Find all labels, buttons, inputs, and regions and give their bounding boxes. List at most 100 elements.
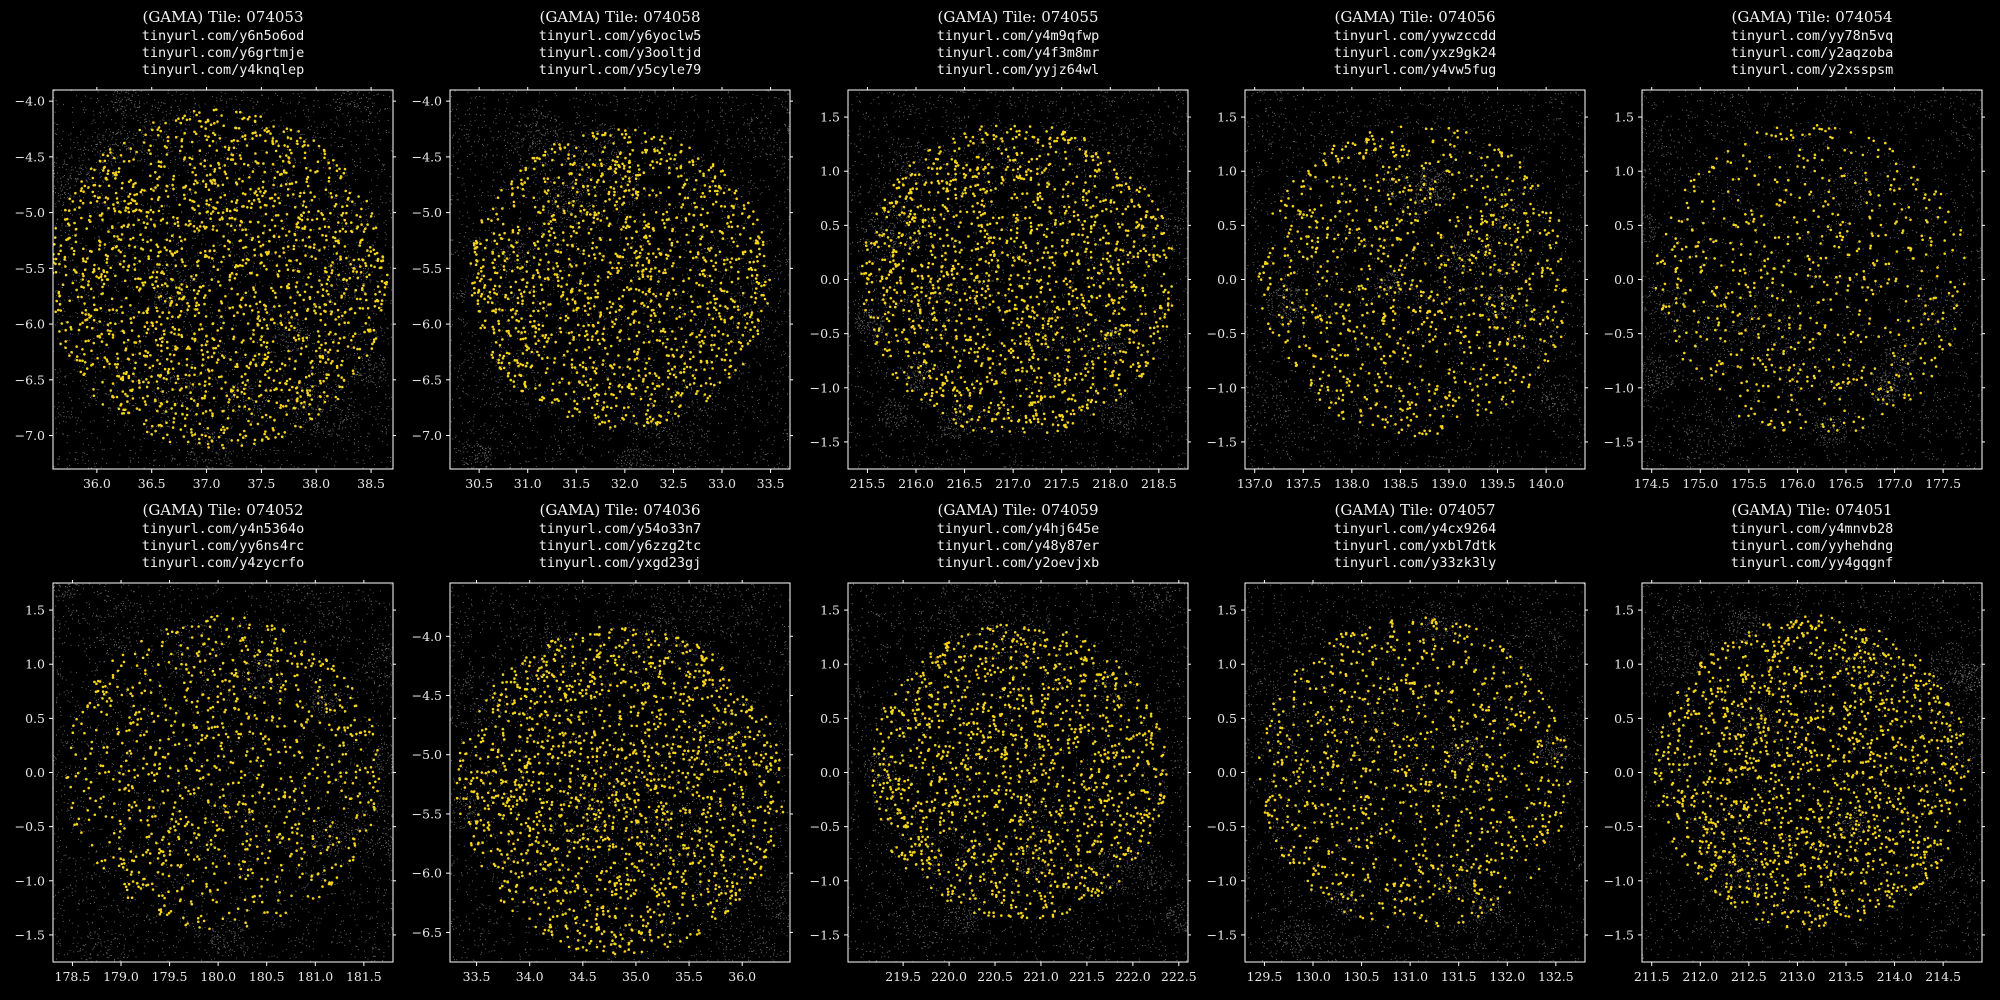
y-tick-label: 0.0	[1614, 765, 1634, 780]
y-tick-label: 1.5	[1614, 603, 1634, 618]
y-tick-label: −5.5	[412, 261, 442, 276]
panel-link[interactable]: tinyurl.com/yxbl7dtk	[1334, 538, 1497, 554]
panel-title: (GAMA) Tile: 074053	[142, 8, 303, 26]
panel-title: (GAMA) Tile: 074036	[539, 501, 700, 519]
x-tick-label: 131.5	[1441, 969, 1477, 984]
panel-link[interactable]: tinyurl.com/yy6ns4rc	[142, 538, 305, 554]
panel-link[interactable]: tinyurl.com/yywzccdd	[1334, 28, 1497, 44]
x-tick-label: 137.0	[1237, 476, 1273, 491]
y-tick-label: −5.5	[412, 806, 442, 821]
y-tick-label: −5.0	[15, 205, 45, 220]
x-tick-label: 215.5	[850, 476, 886, 491]
panel-link[interactable]: tinyurl.com/y6n5o6od	[142, 28, 305, 44]
panel-link[interactable]: tinyurl.com/y4n5364o	[142, 521, 305, 537]
x-tick-label: 36.0	[728, 969, 756, 984]
x-tick-label: 33.5	[463, 969, 491, 984]
x-tick-label: 179.5	[152, 969, 188, 984]
y-tick-label: −6.5	[412, 925, 442, 940]
panel-link[interactable]: tinyurl.com/y4cx9264	[1334, 521, 1497, 537]
x-tick-label: 179.0	[103, 969, 139, 984]
target-sources	[455, 625, 785, 956]
target-sources	[860, 124, 1174, 434]
x-tick-label: 177.0	[1877, 476, 1913, 491]
panel-link[interactable]: tinyurl.com/y2aqzoba	[1731, 45, 1894, 61]
target-sources	[1653, 614, 1971, 931]
x-tick-label: 180.5	[249, 969, 285, 984]
y-tick-label: −6.5	[412, 372, 442, 387]
panel-link[interactable]: tinyurl.com/y33zk3ly	[1334, 555, 1497, 571]
y-tick-label: −7.0	[15, 428, 45, 443]
x-tick-label: 177.5	[1925, 476, 1961, 491]
x-tick-label: 181.5	[346, 969, 382, 984]
y-tick-label: 1.5	[1217, 110, 1237, 125]
x-tick-label: 31.5	[562, 476, 590, 491]
panel-link[interactable]: tinyurl.com/yyjz64wl	[937, 62, 1100, 78]
panel-link[interactable]: tinyurl.com/y4knqlep	[142, 62, 305, 78]
panel-link[interactable]: tinyurl.com/y4hj645e	[937, 521, 1100, 537]
panel-link[interactable]: tinyurl.com/y2oevjxb	[937, 555, 1100, 571]
y-tick-label: 0.0	[1614, 272, 1634, 287]
y-tick-label: 1.0	[1614, 164, 1634, 179]
panel-link[interactable]: tinyurl.com/y2xsspsm	[1731, 62, 1894, 78]
x-tick-label: 37.0	[193, 476, 221, 491]
y-tick-label: −0.5	[1604, 326, 1634, 341]
plot-area	[53, 583, 393, 962]
target-sources	[65, 614, 381, 931]
tile-panel: (GAMA) Tile: 074051tinyurl.com/y4mnvb28t…	[1604, 501, 1985, 984]
panel-title: (GAMA) Tile: 074051	[1731, 501, 1892, 519]
target-sources	[1257, 125, 1567, 438]
x-tick-label: 139.0	[1431, 476, 1467, 491]
plot-area	[848, 90, 1188, 469]
x-tick-label: 37.5	[247, 476, 275, 491]
panel-link[interactable]: tinyurl.com/y4mnvb28	[1731, 521, 1894, 537]
panel-link[interactable]: tinyurl.com/y5cyle79	[539, 62, 702, 78]
x-tick-label: 217.5	[1044, 476, 1080, 491]
x-tick-label: 32.0	[611, 476, 639, 491]
x-tick-label: 217.0	[995, 476, 1031, 491]
panel-link[interactable]: tinyurl.com/y4m9qfwp	[937, 28, 1100, 44]
x-tick-label: 214.0	[1877, 969, 1913, 984]
panel-title: (GAMA) Tile: 074055	[937, 8, 1098, 26]
panel-link[interactable]: tinyurl.com/y48y87er	[937, 538, 1100, 554]
x-tick-label: 175.5	[1731, 476, 1767, 491]
panel-link[interactable]: tinyurl.com/y4zycrfo	[142, 555, 305, 571]
panel-link[interactable]: tinyurl.com/y4f3m8mr	[937, 45, 1100, 61]
x-tick-label: 175.0	[1682, 476, 1718, 491]
panel-link[interactable]: tinyurl.com/yxz9gk24	[1334, 45, 1497, 61]
x-tick-label: 138.0	[1334, 476, 1370, 491]
panel-link[interactable]: tinyurl.com/y6yoclw5	[539, 28, 702, 44]
y-tick-label: −1.5	[1604, 927, 1634, 942]
x-tick-label: 137.5	[1285, 476, 1321, 491]
y-tick-label: 0.0	[1217, 765, 1237, 780]
axes-frame	[52, 89, 394, 470]
y-tick-label: 0.5	[25, 711, 45, 726]
panel-link[interactable]: tinyurl.com/y4vw5fug	[1334, 62, 1497, 78]
panel-link[interactable]: tinyurl.com/y3ooltjd	[539, 45, 702, 61]
panel-link[interactable]: tinyurl.com/yxgd23gj	[539, 555, 702, 571]
x-tick-label: 221.0	[1023, 969, 1059, 984]
y-tick-label: 0.0	[820, 765, 840, 780]
panel-link[interactable]: tinyurl.com/yyhehdng	[1731, 538, 1894, 554]
plot-area	[848, 583, 1188, 962]
panel-link[interactable]: tinyurl.com/yy4gqgnf	[1731, 555, 1894, 571]
y-tick-label: −1.0	[1604, 380, 1634, 395]
y-tick-label: 1.0	[1217, 657, 1237, 672]
field-sources	[1642, 583, 1982, 962]
panel-link[interactable]: tinyurl.com/y6grtmje	[142, 45, 305, 61]
y-tick-label: −1.0	[1207, 873, 1237, 888]
x-tick-label: 174.5	[1634, 476, 1670, 491]
panel-link[interactable]: tinyurl.com/y54o33n7	[539, 521, 702, 537]
x-tick-label: 220.0	[931, 969, 967, 984]
y-tick-label: −0.5	[1604, 819, 1634, 834]
field-sources	[53, 90, 393, 469]
panel-title: (GAMA) Tile: 074056	[1334, 8, 1495, 26]
x-tick-label: 176.5	[1828, 476, 1864, 491]
target-sources	[1258, 616, 1572, 929]
target-sources	[871, 623, 1168, 920]
panel-title: (GAMA) Tile: 074054	[1731, 8, 1892, 26]
x-tick-label: 132.5	[1538, 969, 1574, 984]
panel-link[interactable]: tinyurl.com/y6zzg2tc	[539, 538, 702, 554]
y-tick-label: 0.5	[1614, 711, 1634, 726]
panel-link[interactable]: tinyurl.com/yy78n5vq	[1731, 28, 1894, 44]
y-tick-label: −4.0	[412, 629, 442, 644]
